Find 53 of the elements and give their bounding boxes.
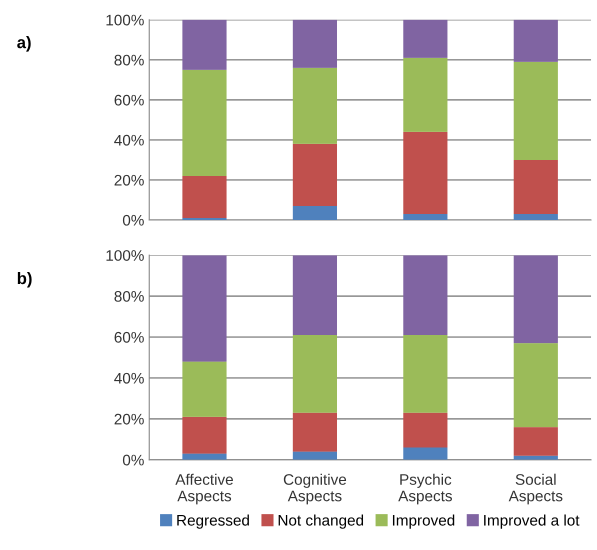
- bar: [292, 452, 338, 460]
- y-tick-label: 40%: [114, 134, 144, 146]
- bar: [514, 160, 558, 214]
- bar: [292, 144, 338, 206]
- bar: [403, 334, 448, 413]
- text: a): [17, 36, 31, 52]
- bar: [182, 176, 227, 218]
- bar: [182, 255, 227, 362]
- x-tick-label: Social Aspects: [508, 474, 562, 504]
- y-tick-label: 80%: [114, 290, 144, 302]
- bar: [182, 362, 227, 417]
- bar: [403, 132, 448, 214]
- y-tick-label: 80%: [114, 54, 144, 66]
- bar: [403, 20, 448, 58]
- bar: [514, 214, 558, 220]
- bar: [182, 70, 227, 176]
- legend-label: Regressed: [177, 514, 249, 529]
- bar: [292, 20, 338, 68]
- y-tick-label: 100%: [106, 250, 144, 261]
- bar: [182, 454, 227, 460]
- y-tick-label: 40%: [114, 372, 144, 384]
- bar: [403, 214, 448, 220]
- bar: [292, 68, 338, 144]
- bar: [403, 255, 448, 335]
- y-tick-label: 60%: [114, 94, 144, 106]
- bar: [514, 427, 558, 456]
- bar: [292, 334, 338, 413]
- bar: [403, 448, 448, 460]
- bar: [292, 255, 338, 335]
- bar: [403, 58, 448, 132]
- bar: [403, 412, 448, 448]
- bar: [182, 20, 227, 70]
- x-tick-label: Affective Aspects: [175, 474, 233, 504]
- text: b): [18, 272, 32, 288]
- bar: [514, 20, 558, 62]
- bar: [182, 416, 227, 454]
- bar: [514, 456, 558, 460]
- x-tick-label: Psychic Aspects: [398, 474, 452, 504]
- legend-label: Improved: [392, 514, 454, 529]
- legend-label: Not changed: [278, 514, 364, 529]
- y-tick-label: 20%: [114, 174, 144, 186]
- y-tick-label: 0%: [122, 214, 144, 226]
- legend-label: Improved a lot: [484, 514, 580, 529]
- y-tick-label: 100%: [106, 14, 144, 26]
- bar: [514, 62, 558, 160]
- bar: [292, 412, 338, 452]
- bar: [292, 206, 338, 220]
- x-tick-label: Cognitive Aspects: [284, 474, 346, 504]
- y-tick-label: 20%: [114, 414, 144, 425]
- y-tick-label: 0%: [122, 454, 144, 466]
- bar: [514, 255, 558, 344]
- bar: [514, 343, 558, 428]
- y-tick-label: 60%: [114, 332, 144, 343]
